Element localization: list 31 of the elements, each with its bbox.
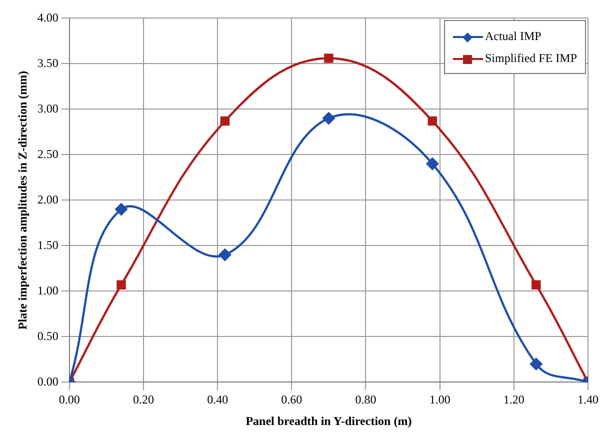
x-tick-label: 1.20 <box>503 392 524 407</box>
y-tick-label: 3.50 <box>37 56 58 70</box>
point <box>530 358 542 370</box>
y-tick-label: 1.00 <box>37 283 58 298</box>
point <box>324 54 334 63</box>
point <box>220 116 230 126</box>
x-tick-label: 1.00 <box>429 392 450 407</box>
y-tick-label: 4.00 <box>37 10 58 24</box>
x-tick-label: 0.20 <box>132 392 154 407</box>
point <box>428 116 438 126</box>
point <box>532 280 541 290</box>
y-axis-title: Plate imperfection amplitudes in Z-direction (mm) <box>15 70 30 330</box>
legend-label: Actual IMP <box>484 29 542 44</box>
legend-label: Simplified FE IMP <box>484 51 577 66</box>
point <box>426 158 439 170</box>
y-tick-label: 2.50 <box>37 146 58 161</box>
y-tick-label: 1.50 <box>37 238 58 252</box>
point <box>116 280 126 290</box>
x-tick-label: 0.40 <box>207 392 228 407</box>
x-tick-label: 0.80 <box>355 392 376 407</box>
x-tick-label: 0.60 <box>281 392 302 407</box>
point <box>218 248 232 261</box>
point <box>115 203 128 216</box>
point <box>322 112 335 124</box>
x-tick-label: 0.00 <box>58 392 80 407</box>
y-tick-label: 0.50 <box>37 328 58 343</box>
y-tick-label: 0.00 <box>37 374 58 388</box>
y-tick-label: 3.00 <box>37 101 58 116</box>
y-tick-label: 2.00 <box>37 192 58 206</box>
x-tick-label: 1.40 <box>578 392 598 407</box>
x-axis-title: Panel breadth in Y-direction (m) <box>246 414 412 428</box>
